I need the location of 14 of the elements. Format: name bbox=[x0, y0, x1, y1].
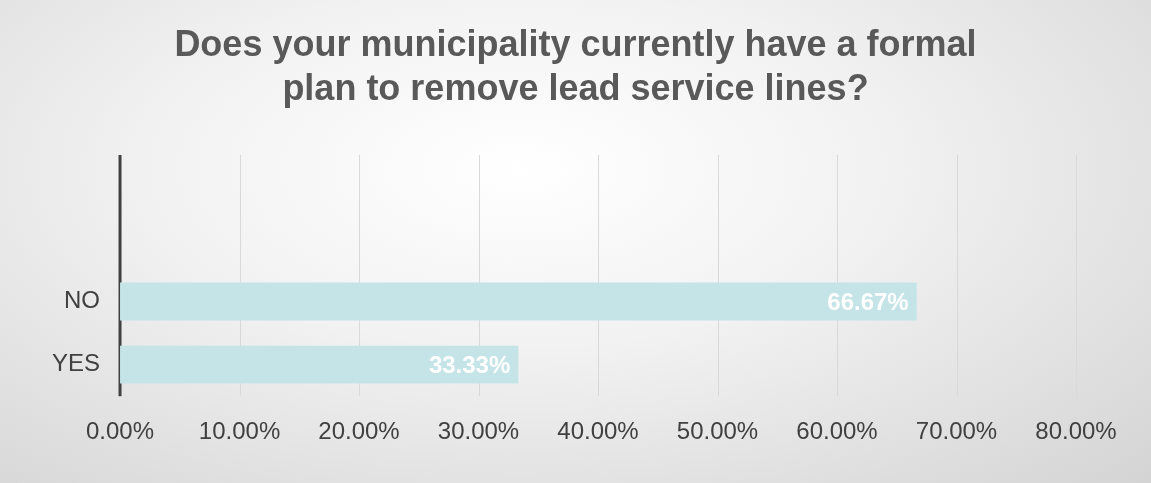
x-tick-label: 70.00% bbox=[915, 417, 998, 445]
x-tick-label: 60.00% bbox=[796, 417, 878, 445]
x-tick-label: 50.00% bbox=[676, 417, 759, 445]
data-label: 66.67% bbox=[827, 288, 909, 316]
y-tick-label: YES bbox=[51, 349, 101, 377]
x-tick-label: 20.00% bbox=[318, 417, 400, 445]
x-tick-label: 0.00% bbox=[85, 417, 155, 445]
x-tick-label: 80.00% bbox=[1035, 417, 1117, 445]
x-tick-label: 30.00% bbox=[437, 417, 520, 445]
y-tick-label: NO bbox=[64, 286, 101, 314]
data-label: 33.33% bbox=[428, 351, 511, 379]
x-tick-label: 40.00% bbox=[557, 417, 639, 445]
x-tick-label: 10.00% bbox=[198, 417, 281, 445]
chart-title: Does your municipality currently have a formal plan to remove lead service lines? bbox=[173, 22, 978, 110]
